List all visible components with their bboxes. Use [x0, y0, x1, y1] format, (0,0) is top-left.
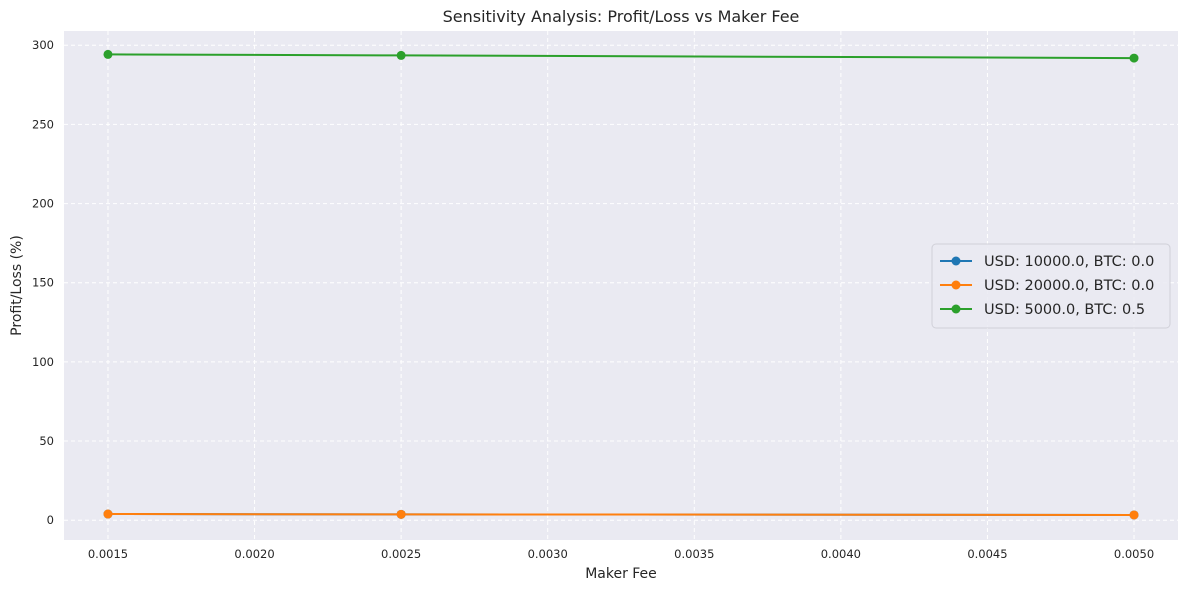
y-tick-label: 150	[32, 276, 54, 290]
legend-frame	[931, 243, 1171, 329]
x-tick-label: 0.0050	[1114, 547, 1154, 561]
legend-swatch-marker	[951, 280, 961, 290]
y-axis-ticks: 0 50 100 150 200 250 300	[32, 38, 54, 527]
legend-item: USD: 20000.0, BTC: 0.0	[940, 278, 1154, 294]
data-point	[103, 49, 113, 59]
x-axis-ticks: 0.0015 0.0020 0.0025 0.0030 0.0035 0.0040 0.00…	[88, 547, 1154, 561]
y-tick-label: 250	[32, 117, 54, 131]
grid	[64, 31, 1178, 540]
x-tick-label: 0.0025	[381, 547, 421, 561]
data-point	[1129, 53, 1139, 63]
legend-swatch-marker	[951, 256, 961, 266]
data-point	[396, 50, 406, 60]
y-tick-label: 200	[32, 197, 54, 211]
data-point	[1129, 510, 1139, 520]
x-tick-label: 0.0040	[821, 547, 861, 561]
legend-label: USD: 10000.0, BTC: 0.0	[984, 254, 1154, 270]
x-axis-label: Maker Fee	[585, 566, 657, 582]
legend-item: USD: 5000.0, BTC: 0.5	[940, 302, 1145, 318]
series-group	[103, 49, 1139, 520]
x-tick-label: 0.0030	[528, 547, 568, 561]
y-axis-label: Profit/Loss (%)	[9, 235, 25, 336]
x-tick-label: 0.0015	[88, 547, 128, 561]
x-tick-label: 0.0045	[967, 547, 1007, 561]
x-tick-label: 0.0020	[234, 547, 274, 561]
legend: USD: 10000.0, BTC: 0.0 USD: 20000.0, BTC:…	[931, 243, 1171, 329]
data-point	[396, 509, 406, 519]
data-point	[103, 509, 113, 519]
y-tick-label: 300	[32, 38, 54, 52]
x-tick-label: 0.0035	[674, 547, 714, 561]
series-2	[103, 509, 1139, 520]
y-tick-label: 0	[47, 513, 54, 527]
y-tick-label: 50	[39, 434, 54, 448]
legend-swatch-marker	[951, 304, 961, 314]
legend-item: USD: 10000.0, BTC: 0.0	[940, 254, 1154, 270]
series-line	[107, 513, 1135, 516]
chart-title: Sensitivity Analysis: Profit/Loss vs Mak…	[443, 7, 800, 26]
legend-label: USD: 20000.0, BTC: 0.0	[984, 278, 1154, 294]
y-tick-label: 100	[32, 355, 54, 369]
series-3	[103, 49, 1139, 63]
legend-label: USD: 5000.0, BTC: 0.5	[984, 302, 1145, 318]
